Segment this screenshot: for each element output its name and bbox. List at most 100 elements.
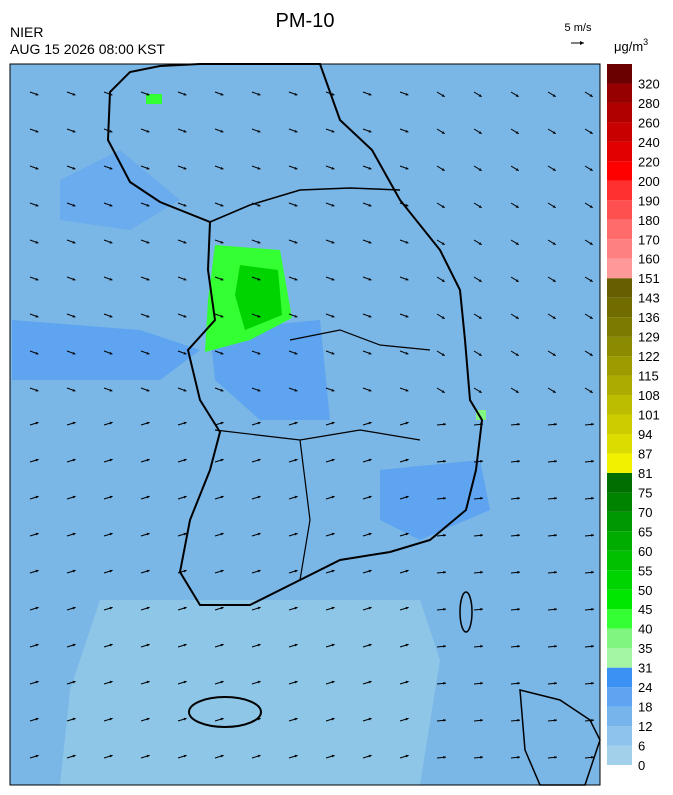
wind-arrowhead <box>552 131 556 134</box>
title: PM-10 <box>276 10 335 32</box>
wind-arrowhead <box>405 388 409 392</box>
wind-arrowhead <box>109 240 113 244</box>
wind-arrowhead <box>146 421 150 425</box>
wind-arrowhead <box>591 755 594 759</box>
wind-arrowhead <box>257 606 261 610</box>
wind-arrowhead <box>183 388 187 392</box>
wind-arrowhead <box>368 240 372 244</box>
wind-arrowhead <box>405 203 409 207</box>
wind-arrowhead <box>515 131 519 134</box>
colorbar-segment <box>607 219 632 240</box>
wind-arrowhead <box>183 314 187 318</box>
wind-arrowhead <box>517 459 520 463</box>
wind-arrowhead <box>220 458 224 462</box>
wind-arrowhead <box>589 131 593 134</box>
wind-arrowhead <box>294 203 298 207</box>
wind-arrowhead <box>554 422 557 426</box>
wind-arrowhead <box>405 351 409 355</box>
wind-arrowhead <box>257 643 261 647</box>
province-borders <box>214 329 431 581</box>
wind-arrowhead <box>552 94 556 97</box>
wind-arrowhead <box>35 240 39 244</box>
wind-arrowhead <box>183 717 187 721</box>
wind-arrowhead <box>478 353 482 356</box>
wind-arrowhead <box>368 277 372 281</box>
wind-arrowhead <box>405 643 409 647</box>
wind-arrowhead <box>441 205 445 208</box>
wind-arrowhead <box>35 166 39 170</box>
wind-arrowhead <box>331 754 335 758</box>
wind-arrowhead <box>441 353 445 356</box>
wind-arrowhead <box>257 421 261 425</box>
wind-arrowhead <box>183 129 187 133</box>
wind-arrowhead <box>368 421 372 425</box>
wind-arrowhead <box>35 754 39 758</box>
wind-arrowhead <box>220 643 224 647</box>
colorbar-segment <box>607 200 632 220</box>
wind-arrowhead <box>146 717 150 721</box>
wind-arrowhead <box>146 166 150 170</box>
wind-arrowhead <box>257 754 261 758</box>
wind-arrowhead <box>72 240 76 244</box>
wind-arrowhead <box>72 458 76 462</box>
colorbar-segment <box>607 375 632 396</box>
colorbar-segment <box>607 687 632 707</box>
wind-arrowhead <box>294 166 298 170</box>
wind-arrowhead <box>146 129 150 133</box>
mid-zone <box>12 320 200 380</box>
colorbar-label: 31 <box>638 661 652 676</box>
wind-arrowhead <box>35 203 39 207</box>
wind-arrowhead <box>368 495 372 499</box>
wind-scale-arrowhead <box>580 41 584 45</box>
wind-arrowhead <box>368 606 372 610</box>
wind-arrowhead <box>368 203 372 207</box>
wind-arrowhead <box>515 353 519 356</box>
wind-arrowhead <box>35 717 39 721</box>
wind-arrowhead <box>146 569 150 573</box>
wind-arrowhead <box>554 755 557 759</box>
wind-arrowhead <box>294 680 298 684</box>
wind-arrowhead <box>591 681 594 685</box>
wind-arrowhead <box>294 388 298 392</box>
colorbar-label: 101 <box>638 408 660 423</box>
wind-arrowhead <box>368 314 372 318</box>
colorbar-segment <box>607 531 632 551</box>
wind-arrowhead <box>146 458 150 462</box>
colorbar-label: 108 <box>638 388 660 403</box>
wind-arrowhead <box>589 316 593 319</box>
colorbar-label: 122 <box>638 349 660 364</box>
wind-arrowhead <box>589 279 593 282</box>
colorbar: 0 6 12 18 24 31 35 40 45 50 55 60 65 70 75 81 87 94 101 108… <box>607 64 660 773</box>
colorbar-segment <box>607 258 632 279</box>
wind-arrowhead <box>443 755 446 759</box>
colorbar-segment <box>607 628 632 649</box>
wind-arrowhead <box>443 570 446 574</box>
wind-arrowhead <box>294 569 298 573</box>
colorbar-segment <box>607 706 632 727</box>
wind-arrowhead <box>331 203 335 207</box>
colorbar-segment <box>607 180 632 201</box>
wind-arrowhead <box>183 92 187 96</box>
wind-arrowhead <box>109 569 113 573</box>
colorbar-label: 12 <box>638 719 652 734</box>
wind-arrowhead <box>35 680 39 684</box>
wind-arrowhead <box>331 240 335 244</box>
wind-arrowhead <box>72 277 76 281</box>
wind-arrowhead <box>220 717 224 721</box>
wind-arrowhead <box>220 203 224 207</box>
wind-arrowhead <box>589 205 593 208</box>
wind-arrowhead <box>257 495 261 499</box>
wind-arrowhead <box>294 421 298 425</box>
wind-arrowhead <box>220 351 224 355</box>
wind-arrowhead <box>183 532 187 536</box>
wind-arrowhead <box>72 569 76 573</box>
colorbar-label: 190 <box>638 193 660 208</box>
wind-arrowhead <box>183 203 187 207</box>
wind-arrowhead <box>183 458 187 462</box>
wind-arrowhead <box>554 496 557 500</box>
colorbar-label: 240 <box>638 135 660 150</box>
wind-arrowhead <box>72 203 76 207</box>
wind-arrowhead <box>589 242 593 245</box>
agency: NIER <box>10 24 43 40</box>
wind-arrowhead <box>368 92 372 96</box>
